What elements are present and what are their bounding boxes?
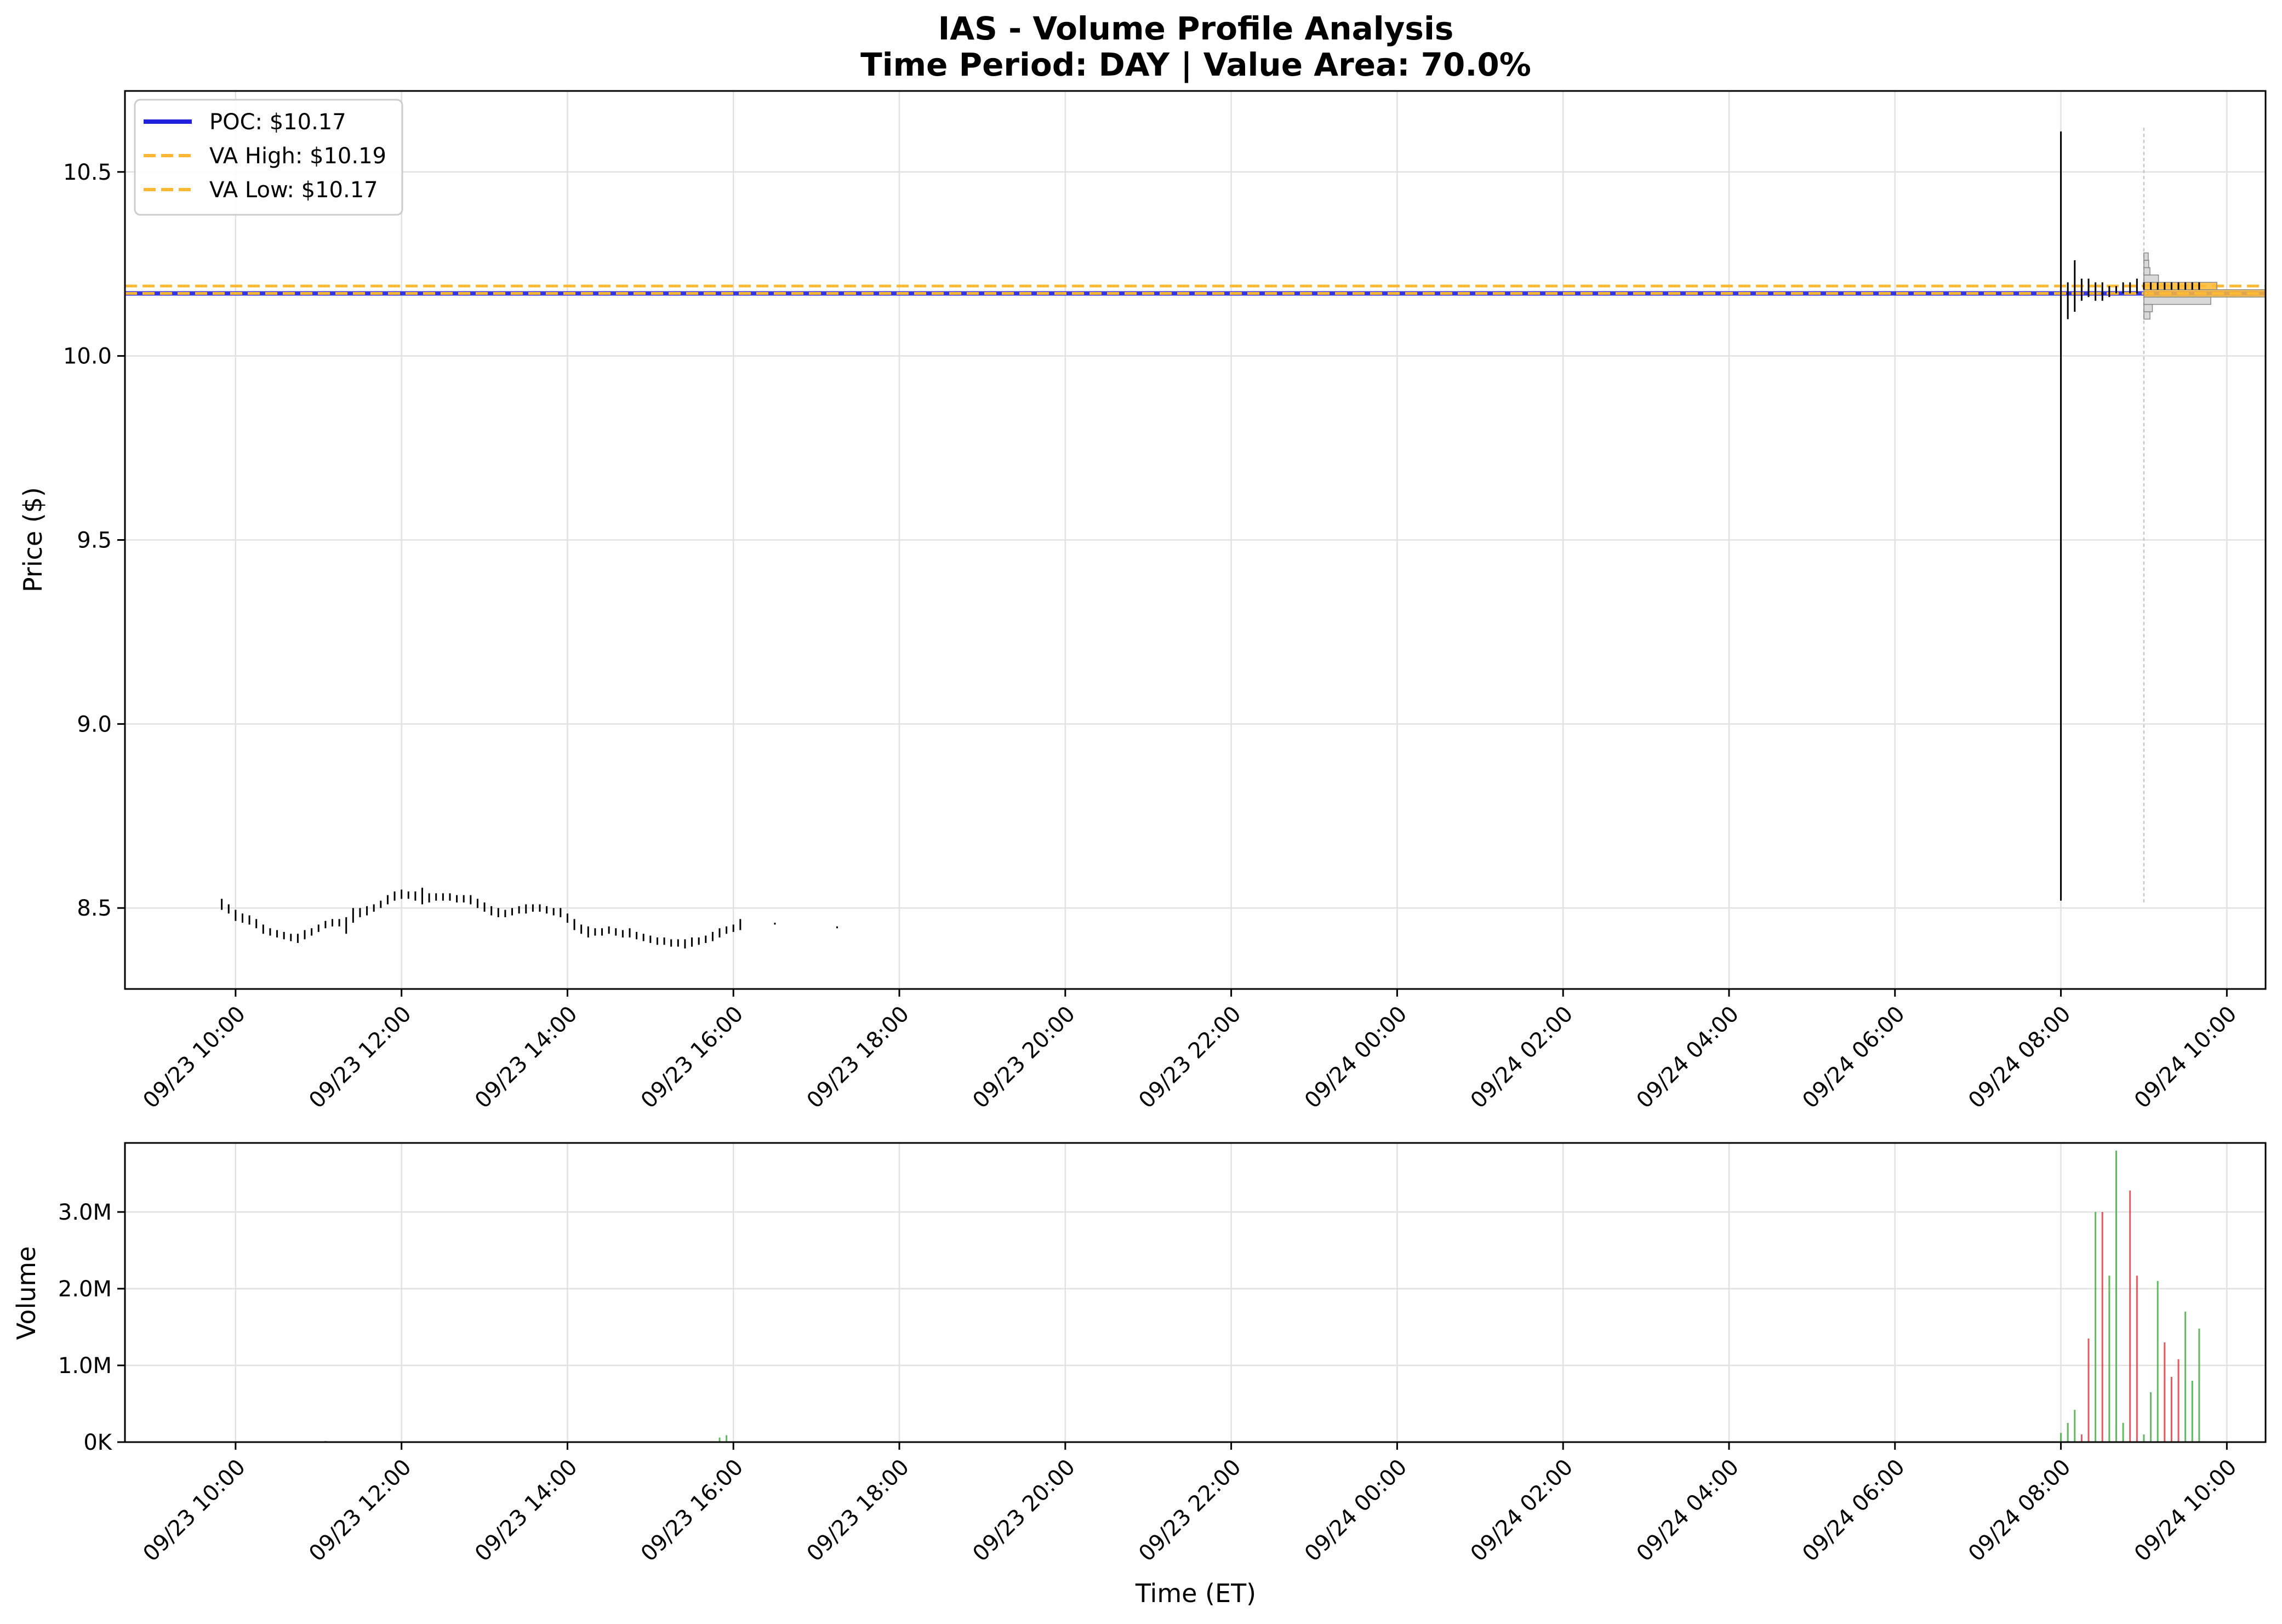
volume-y-tick-label: 1.0M [58,1353,112,1379]
volume-bar [2095,1212,2097,1442]
chart-subtitle: Time Period: DAY | Value Area: 70.0% [860,46,1531,83]
volume-bar [726,1435,728,1442]
volume-bar [2115,1151,2117,1442]
volume-bar [2067,1423,2069,1442]
profile-bin [2143,275,2159,283]
volume-y-axis-label: Volume [12,1246,41,1340]
volume-bar [2143,1434,2145,1442]
legend-poc-label: POC: $10.17 [209,110,346,135]
price-y-tick-label: 10.5 [63,160,112,185]
volume-bar [2177,1359,2180,1442]
profile-bin [2143,267,2150,276]
volume-bar [718,1437,721,1442]
volume-bar [2129,1190,2131,1442]
volume-y-ticks: 0K 1.0M 2.0M 3.0M [58,1200,125,1455]
volume-y-tick-label: 2.0M [58,1277,112,1302]
volume-bar [2101,1212,2103,1442]
volume-bars [324,1151,2200,1442]
volume-bar [2060,1433,2062,1442]
legend-va-low-label: VA Low: $10.17 [209,178,378,203]
volume-bar [2157,1281,2159,1442]
volume-x-axis-label: Time (ET) [1135,1579,1256,1608]
volume-bar [2087,1339,2090,1442]
price-y-tick-label: 8.5 [77,896,112,921]
volume-bar [2191,1381,2193,1442]
legend-box [134,99,403,216]
price-y-tick-label: 9.5 [77,528,112,553]
profile-bin [2143,296,2211,305]
legend: POC: $10.17 VA High: $10.19 VA Low: $10.… [134,99,403,216]
volume-axes-frame [124,1142,2267,1443]
price-candles [221,131,2200,949]
volume-bar [2198,1328,2200,1442]
legend-va-high-label: VA High: $10.19 [209,144,386,169]
profile-bin [2143,304,2153,312]
volume-bar [2164,1342,2166,1442]
volume-y-tick-label: 3.0M [58,1200,112,1225]
profile-bin [2143,252,2149,261]
volume-bar [2170,1377,2172,1442]
profile-bin [2143,282,2217,290]
volume-bar [2150,1392,2152,1442]
price-y-axis-label: Price ($) [18,487,48,592]
chart-title: IAS - Volume Profile Analysis [938,10,1454,47]
volume-bar [2122,1423,2124,1442]
volume-bar [2080,1434,2083,1442]
price-y-tick-label: 10.0 [63,344,112,369]
volume-bar [2108,1276,2110,1442]
profile-bin [2143,289,2266,298]
volume-bar [2184,1312,2187,1442]
price-reference-lines [125,284,2266,296]
volume-bar [2136,1276,2138,1442]
price-y-ticks: 8.5 9.0 9.5 10.0 10.5 [63,160,125,921]
volume-bar [2074,1410,2076,1442]
profile-bin [2143,311,2150,320]
volume-y-tick-label: 0K [83,1430,112,1455]
profile-bin [2143,260,2149,268]
price-grid [125,91,2266,989]
price-y-tick-label: 9.0 [77,712,112,737]
